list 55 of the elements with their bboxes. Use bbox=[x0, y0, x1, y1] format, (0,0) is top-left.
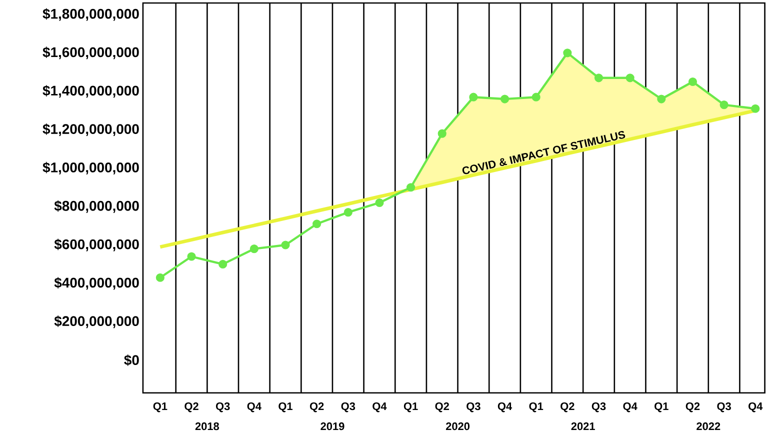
y-tick-label: $1,800,000,000 bbox=[42, 8, 139, 21]
point bbox=[406, 183, 416, 192]
x-tick-label: Q3 bbox=[717, 402, 731, 412]
y-tick-label: $600,000,000 bbox=[54, 238, 139, 252]
x-tick-label: Q2 bbox=[310, 402, 324, 412]
text: 2018 bbox=[195, 422, 220, 430]
x-tick-label: Q2 bbox=[560, 402, 574, 412]
point bbox=[344, 208, 352, 217]
x-tick-label: Q2 bbox=[184, 402, 198, 412]
y-tick-label: $1,400,000,000 bbox=[42, 85, 139, 98]
point bbox=[657, 94, 666, 104]
x-tick-label: Q1 bbox=[654, 402, 668, 412]
point bbox=[563, 48, 572, 58]
x-tick-label: Q1 bbox=[153, 402, 168, 412]
x-tick-label: Q2 bbox=[686, 402, 700, 412]
point bbox=[218, 260, 228, 269]
point bbox=[594, 74, 604, 82]
x-tick-label: Q4 bbox=[247, 402, 262, 412]
point bbox=[469, 92, 478, 102]
y-tick-label: $200,000,000 bbox=[54, 316, 139, 328]
x-tick-label: Q4 bbox=[748, 402, 763, 412]
point bbox=[532, 92, 540, 102]
y-tick-label: $400,000,000 bbox=[54, 277, 139, 290]
text: 2019 bbox=[320, 422, 344, 430]
point bbox=[688, 78, 698, 86]
y-tick-label: $0 bbox=[124, 354, 139, 366]
x-tick-label: Q2 bbox=[435, 402, 449, 412]
point bbox=[751, 104, 760, 113]
x-tick-label: Q1 bbox=[529, 402, 544, 412]
point bbox=[281, 240, 290, 250]
point bbox=[156, 273, 164, 282]
x-tick-label: Q4 bbox=[623, 402, 638, 412]
text: 2021 bbox=[571, 422, 595, 430]
x-tick-label: Q4 bbox=[372, 402, 387, 412]
x-tick-label: Q3 bbox=[216, 402, 230, 412]
point bbox=[375, 198, 384, 208]
text: 2022 bbox=[696, 422, 720, 430]
point bbox=[250, 244, 258, 254]
y-tick-label: $1,600,000,000 bbox=[42, 46, 139, 60]
x-tick-label: Q3 bbox=[341, 402, 356, 412]
point bbox=[312, 220, 322, 228]
point bbox=[626, 74, 634, 82]
point bbox=[187, 252, 196, 261]
point bbox=[500, 94, 510, 104]
x-tick-label: Q1 bbox=[278, 402, 292, 412]
y-tick-label: $800,000,000 bbox=[54, 200, 139, 213]
x-tick-label: Q1 bbox=[404, 402, 418, 412]
y-tick-label: $1,200,000,000 bbox=[42, 124, 139, 136]
y-tick-label: $1,000,000,000 bbox=[42, 162, 139, 174]
x-tick-label: Q3 bbox=[466, 402, 480, 412]
x-tick-label: Q3 bbox=[592, 402, 606, 412]
point bbox=[720, 100, 728, 110]
point bbox=[438, 129, 446, 138]
text: 2020 bbox=[446, 422, 470, 430]
x-tick-label: Q4 bbox=[498, 402, 512, 412]
